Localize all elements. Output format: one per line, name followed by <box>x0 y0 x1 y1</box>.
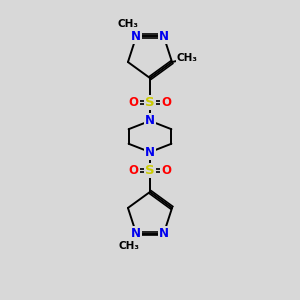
Text: O: O <box>129 96 139 109</box>
Text: CH₃: CH₃ <box>118 19 139 28</box>
Text: N: N <box>145 114 155 128</box>
Text: N: N <box>145 146 155 159</box>
Text: N: N <box>159 30 169 43</box>
Text: CH₃: CH₃ <box>176 53 197 64</box>
Text: CH₃: CH₃ <box>118 241 140 251</box>
Text: O: O <box>161 164 171 177</box>
Text: S: S <box>145 96 155 109</box>
Text: N: N <box>131 30 141 43</box>
Text: O: O <box>161 96 171 109</box>
Text: S: S <box>145 164 155 177</box>
Text: N: N <box>131 227 141 240</box>
Text: N: N <box>159 227 169 240</box>
Text: O: O <box>129 164 139 177</box>
